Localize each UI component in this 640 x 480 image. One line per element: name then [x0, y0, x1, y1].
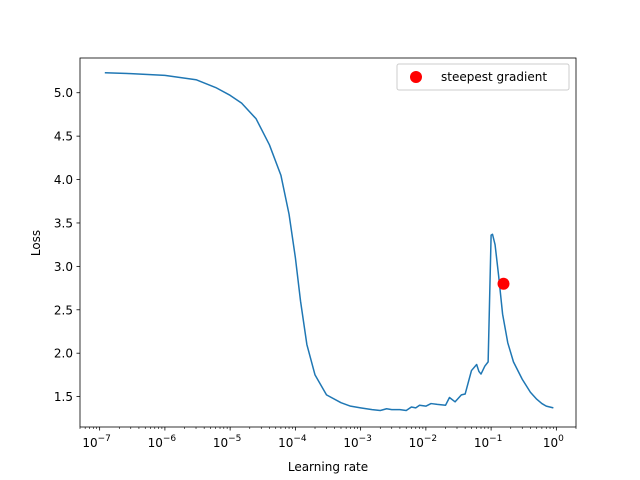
y-tick-label: 4.5 [54, 130, 73, 144]
x-tick-exponent: −1 [489, 434, 502, 444]
x-tick-exponent: −5 [228, 434, 241, 444]
series-layer [104, 72, 554, 412]
y-tick-label: 2.0 [54, 347, 73, 361]
steepest-gradient-point [497, 277, 510, 290]
plot-background [80, 58, 576, 427]
x-tick-exponent: −2 [424, 434, 437, 444]
x-tick-label: 10−5 [213, 434, 242, 450]
legend: steepest gradient [396, 63, 570, 91]
x-tick-label: 10−3 [343, 434, 372, 450]
x-tick-exponent: −6 [163, 434, 177, 444]
x-tick-label: 10−2 [409, 434, 438, 450]
loss-curve [104, 72, 554, 412]
x-tick-label: 10−1 [474, 434, 503, 450]
y-tick-label: 1.5 [54, 390, 73, 404]
y-tick-label: 2.5 [54, 303, 73, 317]
y-tick-label: 4.0 [54, 173, 73, 187]
legend-box [396, 63, 570, 91]
y-axis-label: Loss [29, 230, 43, 256]
y-tick-label: 3.0 [54, 260, 73, 274]
legend-label: steepest gradient [441, 70, 547, 84]
x-tick-exponent: −4 [293, 434, 307, 444]
x-tick-exponent: −7 [98, 434, 111, 444]
x-tick-exponent: −3 [359, 434, 372, 444]
legend-marker [410, 71, 422, 83]
y-tick-label: 3.5 [54, 216, 73, 230]
x-tick-label: 10−7 [82, 434, 111, 450]
x-ticks: 10−7 10−6 10−5 10−4 10−3 10−2 10−1 100 [79, 427, 577, 450]
x-tick-label: 10−6 [148, 434, 177, 450]
plot-frame [79, 57, 577, 428]
x-tick-label: 10−4 [278, 434, 307, 450]
x-tick-exponent: 0 [558, 434, 564, 444]
x-axis-label: Learning rate [288, 460, 368, 474]
x-tick-label: 100 [543, 434, 564, 450]
y-tick-label: 5.0 [54, 86, 73, 100]
y-ticks: 1.5 2.0 2.5 3.0 3.5 4.0 4.5 5.0 [54, 86, 80, 404]
